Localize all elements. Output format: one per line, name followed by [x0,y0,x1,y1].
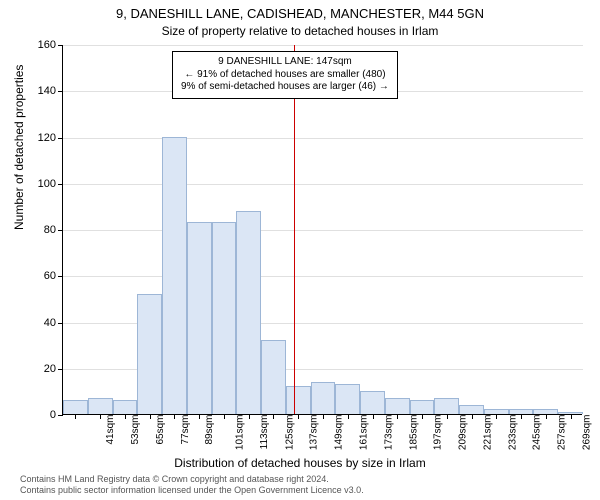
histogram-bar [187,222,212,414]
y-tick-mark [58,45,63,46]
x-tick-label: 77sqm [180,415,191,445]
x-tick-label: 113sqm [259,415,270,450]
x-tick-label: 137sqm [309,415,320,451]
y-tick-mark [58,276,63,277]
gridline [63,230,583,231]
x-tick-mark [571,414,572,419]
x-tick-label: 221sqm [482,415,493,451]
gridline [63,45,583,46]
x-tick-label: 53sqm [130,415,141,445]
histogram-bar [459,405,484,414]
histogram-bar [63,400,88,414]
x-tick-mark [373,414,374,419]
histogram-bar [311,382,336,414]
x-tick-mark [348,414,349,419]
x-tick-label: 269sqm [581,415,592,451]
chart-container: 9, DANESHILL LANE, CADISHEAD, MANCHESTER… [0,0,600,500]
x-tick-mark [546,414,547,419]
annotation-line3: 9% of semi-detached houses are larger (4… [181,81,389,94]
annotation-box: 9 DANESHILL LANE: 147sqm ← 91% of detach… [172,51,398,99]
histogram-bar [286,386,311,414]
y-tick-label: 80 [26,224,56,236]
y-tick-mark [58,91,63,92]
x-tick-label: 185sqm [408,415,419,451]
histogram-bar [212,222,237,414]
x-tick-label: 257sqm [557,415,568,451]
x-tick-label: 149sqm [334,415,345,451]
gridline [63,184,583,185]
plot-region: 02040608010012014016041sqm53sqm65sqm77sq… [62,45,582,415]
y-tick-label: 40 [26,317,56,329]
y-tick-mark [58,323,63,324]
x-tick-label: 173sqm [383,415,394,451]
x-tick-mark [224,414,225,419]
x-tick-mark [249,414,250,419]
histogram-bar [88,398,113,414]
x-tick-mark [174,414,175,419]
y-tick-mark [58,230,63,231]
histogram-bar [162,137,187,415]
y-tick-label: 20 [26,363,56,375]
gridline [63,276,583,277]
chart-title: 9, DANESHILL LANE, CADISHEAD, MANCHESTER… [0,6,600,21]
x-tick-mark [422,414,423,419]
x-tick-label: 209sqm [458,415,469,451]
x-tick-mark [496,414,497,419]
chart-area: 02040608010012014016041sqm53sqm65sqm77sq… [62,45,582,415]
histogram-bar [410,400,435,414]
x-tick-label: 197sqm [433,415,444,451]
histogram-bar [113,400,138,414]
x-tick-mark [273,414,274,419]
y-tick-label: 100 [26,178,56,190]
histogram-bar [385,398,410,414]
histogram-bar [236,211,261,415]
y-tick-label: 0 [26,409,56,421]
gridline [63,138,583,139]
x-tick-mark [125,414,126,419]
x-tick-mark [397,414,398,419]
y-tick-label: 60 [26,270,56,282]
x-tick-mark [75,414,76,419]
annotation-line2: ← 91% of detached houses are smaller (48… [181,69,389,82]
x-tick-mark [199,414,200,419]
x-tick-mark [521,414,522,419]
y-tick-label: 140 [26,85,56,97]
footer-text: Contains HM Land Registry data © Crown c… [20,474,364,496]
histogram-bar [335,384,360,414]
x-tick-mark [298,414,299,419]
histogram-bar [434,398,459,414]
x-tick-label: 233sqm [507,415,518,451]
x-tick-label: 65sqm [155,415,166,445]
y-tick-label: 160 [26,39,56,51]
histogram-bar [261,340,286,414]
x-tick-label: 161sqm [359,415,370,451]
y-tick-mark [58,184,63,185]
histogram-bar [360,391,385,414]
footer-line2: Contains public sector information licen… [20,485,364,496]
x-tick-mark [323,414,324,419]
annotation-line1: 9 DANESHILL LANE: 147sqm [181,56,389,69]
x-tick-label: 245sqm [532,415,543,451]
chart-subtitle: Size of property relative to detached ho… [0,24,600,38]
x-tick-mark [447,414,448,419]
x-tick-mark [472,414,473,419]
x-tick-label: 125sqm [284,415,295,451]
y-tick-mark [58,415,63,416]
y-axis-label: Number of detached properties [12,65,26,230]
reference-line [294,45,295,414]
y-tick-mark [58,138,63,139]
x-tick-mark [100,414,101,419]
x-axis-label: Distribution of detached houses by size … [0,456,600,470]
footer-line1: Contains HM Land Registry data © Crown c… [20,474,364,485]
x-tick-label: 89sqm [204,415,215,445]
x-tick-label: 41sqm [105,415,116,445]
y-tick-mark [58,369,63,370]
x-tick-mark [150,414,151,419]
x-tick-label: 101sqm [235,415,246,451]
y-tick-label: 120 [26,132,56,144]
histogram-bar [137,294,162,414]
